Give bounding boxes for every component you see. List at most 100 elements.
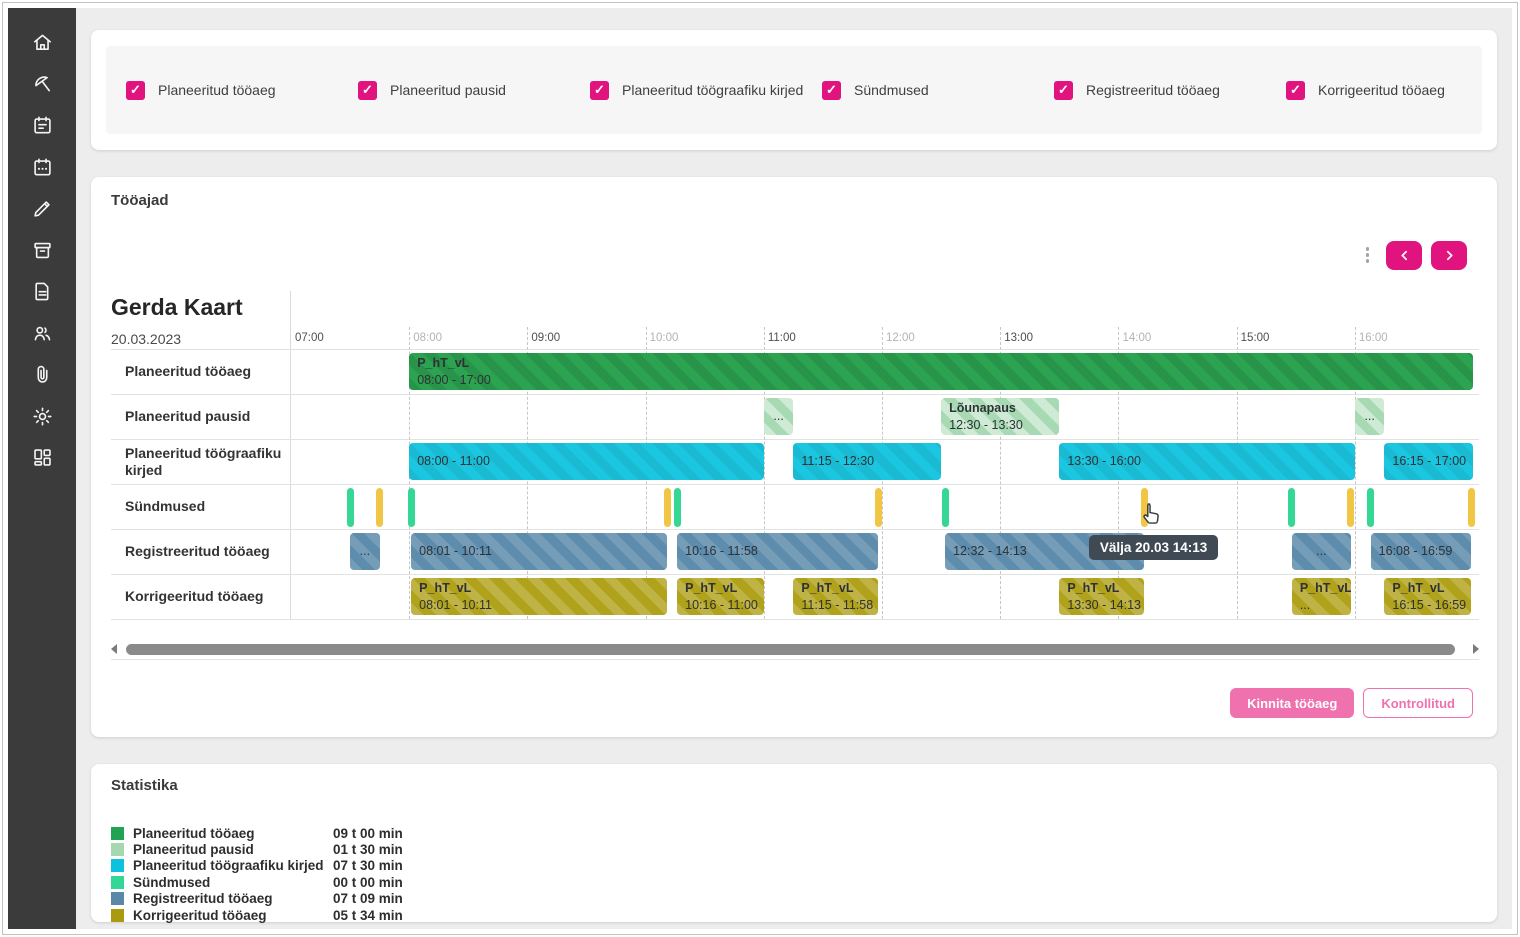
filter-panel: ✓ Planeeritud tööaeg ✓ Planeeritud pausid ✓ P… [106, 46, 1482, 134]
pause-bar[interactable]: ... [1354, 398, 1385, 435]
axis-hour-label: 14:00 [1122, 332, 1152, 344]
filter-planeeritud-t-graafiku-kirjed[interactable]: ✓ Planeeritud töögraafiku kirjed [590, 80, 822, 100]
bar-title: P_hT_vL [801, 581, 854, 596]
bar-time: 16:08 - 16:59 [1378, 544, 1453, 559]
pause-bar[interactable]: ... [763, 398, 794, 435]
filter-planeeritud-pausid[interactable]: ✓ Planeeritud pausid [358, 80, 590, 100]
registered-bar[interactable]: 16:08 - 16:59 [1370, 533, 1472, 570]
bar-title: P_hT_vL [1299, 581, 1351, 596]
stat-row-s-ndmused: Sündmused 00 t 00 min [111, 874, 1477, 890]
event-tick-in[interactable] [673, 488, 681, 527]
home-icon[interactable] [8, 22, 76, 64]
event-tick-out[interactable] [663, 488, 671, 527]
main-content: ✓ Planeeritud tööaeg ✓ Planeeritud pausid ✓ P… [76, 8, 1512, 929]
schedule-bar[interactable]: 11:15 - 12:30 [793, 443, 942, 480]
more-options-icon[interactable] [1358, 243, 1378, 267]
event-tick-out[interactable] [1140, 488, 1148, 527]
scroll-left-arrow[interactable] [111, 643, 117, 654]
schedule-bar[interactable]: 16:15 - 17:00 [1384, 443, 1474, 480]
verified-button[interactable]: Kontrollitud [1363, 688, 1473, 718]
axis-hour-label: 10:00 [649, 332, 679, 344]
corrected-bar[interactable]: P_hT_vL 11:15 - 11:58 [793, 578, 879, 615]
registered-bar[interactable]: 10:16 - 11:58 [677, 533, 879, 570]
gantt-row-korrigeeritud-t-aeg: Korrigeeritud tööaeg P_hT_vL 08:01 - 10:11… [111, 574, 1479, 619]
corrected-bar[interactable]: P_hT_vL... [1291, 578, 1351, 615]
confirm-worktime-button[interactable]: Kinnita tööaeg [1230, 688, 1355, 718]
stat-label: Korrigeeritud tööaeg [133, 907, 267, 923]
filter-s-ndmused[interactable]: ✓ Sündmused [822, 80, 1054, 100]
checkbox-korrigeeritud-t-aeg[interactable]: ✓ [1286, 80, 1305, 100]
axis-hour-label: 09:00 [531, 332, 561, 344]
event-tick-in[interactable] [1367, 488, 1375, 527]
card-actions: Kinnita tööaeg Kontrollitud [111, 688, 1479, 718]
filter-card: ✓ Planeeritud tööaeg ✓ Planeeritud pausid ✓ P… [91, 30, 1497, 150]
person-header: Gerda Kaart 20.03.2023 [111, 291, 291, 349]
archive-box-icon[interactable] [8, 230, 76, 272]
panel-title: Tööajad [111, 192, 169, 209]
axis-hour-label: 15:00 [1240, 332, 1270, 344]
planned-bar[interactable]: P_hT_vL 08:00 - 17:00 [409, 353, 1474, 390]
scrollbar-track[interactable] [123, 643, 1467, 655]
row-track-planeeritud-pausid: ... Lõunapaus 12:30 - 13:30... [291, 395, 1479, 439]
horizontal-scrollbar[interactable] [111, 642, 1479, 655]
checkbox-label: Sündmused [854, 82, 929, 98]
schedule-bar[interactable]: 08:00 - 11:00 [409, 443, 764, 480]
stat-value: 05 t 34 min [333, 907, 403, 923]
pause-bar[interactable]: Lõunapaus 12:30 - 13:30 [941, 398, 1060, 435]
people-icon[interactable] [8, 313, 76, 355]
paperclip-icon[interactable] [8, 354, 76, 396]
bar-ellipsis: ... [1316, 544, 1327, 559]
checkbox-s-ndmused[interactable]: ✓ [822, 80, 841, 100]
bar-ellipsis: ... [1364, 409, 1375, 424]
event-tick-out[interactable] [874, 488, 882, 527]
axis-hour-label: 07:00 [295, 332, 324, 344]
event-tick-in[interactable] [346, 488, 354, 527]
corrected-bar[interactable]: P_hT_vL 08:01 - 10:11 [411, 578, 668, 615]
checkbox-label: Registreeritud tööaeg [1086, 82, 1220, 98]
bar-time: 11:15 - 11:58 [801, 597, 874, 612]
stat-row-registreeritud-t-aeg: Registreeritud tööaeg 07 t 09 min [111, 891, 1477, 907]
checkbox-planeeritud-pausid[interactable]: ✓ [358, 80, 377, 100]
corrected-bar[interactable]: P_hT_vL 16:15 - 16:59 [1384, 578, 1472, 615]
next-day-button[interactable] [1431, 240, 1467, 270]
checkbox-registreeritud-t-aeg[interactable]: ✓ [1054, 80, 1073, 100]
event-tick-in[interactable] [941, 488, 949, 527]
registered-bar[interactable]: 08:01 - 10:11 [411, 533, 668, 570]
bar-time: 10:16 - 11:58 [685, 544, 758, 559]
filter-korrigeeritud-t-aeg[interactable]: ✓ Korrigeeritud tööaeg [1286, 80, 1445, 100]
document-icon[interactable] [8, 271, 76, 313]
legend-swatch [111, 875, 124, 889]
checkbox-planeeritud-t-aeg[interactable]: ✓ [126, 80, 145, 100]
row-label-registreeritud-t-aeg: Registreeritud tööaeg [111, 530, 291, 574]
calendar-note-icon[interactable] [8, 105, 76, 147]
legend-swatch [111, 908, 124, 922]
registered-bar[interactable]: ... [1291, 533, 1351, 570]
schedule-bar[interactable]: 13:30 - 16:00 [1059, 443, 1355, 480]
beach-umbrella-icon[interactable] [8, 64, 76, 106]
event-tick-in[interactable] [407, 488, 415, 527]
event-tick-out[interactable] [1467, 488, 1475, 527]
scrollbar-thumb[interactable] [126, 643, 1455, 655]
checkbox-label: Planeeritud pausid [390, 82, 506, 98]
row-label-planeeritud-t-graafiku-kirjed: Planeeritud töögraafiku kirjed [111, 440, 291, 484]
corrected-bar[interactable]: P_hT_vL 13:30 - 14:13 [1059, 578, 1145, 615]
filter-registreeritud-t-aeg[interactable]: ✓ Registreeritud tööaeg [1054, 80, 1286, 100]
filter-planeeritud-t-aeg[interactable]: ✓ Planeeritud tööaeg [126, 80, 358, 100]
calendar-dates-icon[interactable] [8, 147, 76, 189]
dashboard-grid-icon[interactable] [8, 437, 76, 479]
settings-gear-icon[interactable] [8, 396, 76, 438]
bar-title: P_hT_vL [417, 356, 470, 371]
event-tick-out[interactable] [1347, 488, 1355, 527]
event-tick-in[interactable] [1288, 488, 1296, 527]
registered-bar[interactable]: ... [350, 533, 380, 570]
bar-time: 16:15 - 16:59 [1392, 597, 1467, 612]
prev-day-button[interactable] [1386, 240, 1422, 270]
row-track-planeeritud-t-graafiku-kirjed: 08:00 - 11:00 11:15 - 12:30 13:30 - 16:00 1… [291, 440, 1479, 484]
corrected-bar[interactable]: P_hT_vL 10:16 - 11:00 [677, 578, 764, 615]
axis-hour-label: 13:00 [1004, 332, 1034, 344]
gantt-row-planeeritud-t-graafiku-kirjed: Planeeritud töögraafiku kirjed 08:00 - 11… [111, 439, 1479, 484]
event-tick-out[interactable] [376, 488, 384, 527]
edit-pencil-icon[interactable] [8, 188, 76, 230]
checkbox-planeeritud-t-graafiku-kirjed[interactable]: ✓ [590, 80, 609, 100]
scroll-right-arrow[interactable] [1473, 643, 1479, 654]
